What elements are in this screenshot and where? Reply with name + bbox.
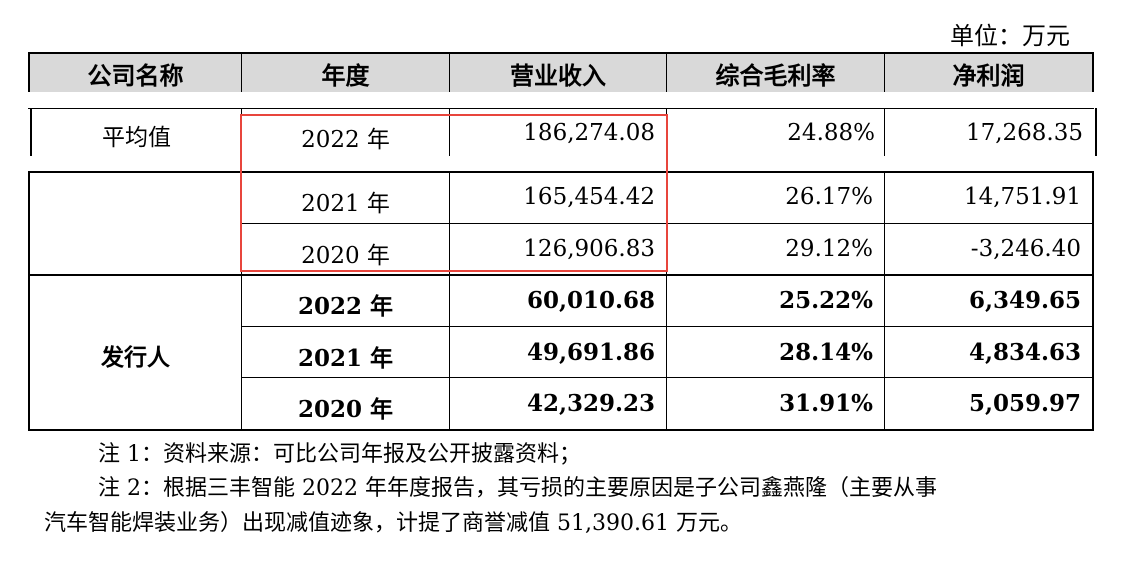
cell-divider bbox=[884, 171, 885, 431]
issuer-year: 2022 年 bbox=[297, 293, 394, 320]
issuer-revenue: 60,010.68 bbox=[526, 287, 655, 314]
unit-label: 单位：万元 bbox=[950, 22, 1070, 50]
row-border bbox=[28, 274, 1094, 276]
row-border bbox=[28, 171, 1094, 173]
average-profit: 17,268.35 bbox=[965, 120, 1083, 146]
table-right-border bbox=[1092, 171, 1094, 431]
table-left-border bbox=[28, 171, 30, 431]
issuer-margin: 31.91% bbox=[779, 390, 873, 417]
row-border bbox=[241, 377, 1092, 378]
issuer-label: 发行人 bbox=[101, 345, 170, 371]
issuer-year: 2021 年 bbox=[297, 345, 394, 372]
average-revenue: 126,906.83 bbox=[523, 236, 655, 262]
row-right-border bbox=[1095, 108, 1097, 156]
average-year: 2022 年 bbox=[301, 127, 390, 153]
note-2-line-2: 汽车智能焊装业务）出现减值迹象，计提了商誉减值 51,390.61 万元。 bbox=[44, 511, 742, 536]
average-revenue: 186,274.08 bbox=[523, 120, 655, 146]
issuer-revenue: 49,691.86 bbox=[526, 339, 655, 366]
header-revenue: 营业收入 bbox=[510, 62, 606, 90]
row-border bbox=[241, 326, 1092, 327]
header-profit: 净利润 bbox=[952, 62, 1025, 90]
cell-divider bbox=[449, 171, 450, 431]
cell-divider bbox=[884, 108, 885, 156]
row-border bbox=[28, 108, 1094, 109]
average-year: 2021 年 bbox=[301, 191, 390, 217]
issuer-margin: 25.22% bbox=[779, 287, 873, 314]
header-year: 年度 bbox=[321, 62, 370, 90]
issuer-profit: 6,349.65 bbox=[968, 287, 1081, 314]
issuer-margin: 28.14% bbox=[779, 339, 873, 366]
highlight-box bbox=[240, 114, 668, 272]
issuer-year: 2020 年 bbox=[297, 396, 394, 423]
average-profit: -3,246.40 bbox=[970, 236, 1081, 262]
header-divider bbox=[884, 52, 885, 92]
table-header-background bbox=[28, 52, 1094, 92]
average-year: 2020 年 bbox=[301, 243, 390, 269]
average-profit: 14,751.91 bbox=[963, 184, 1081, 210]
header-right-border bbox=[1092, 52, 1094, 92]
average-revenue: 165,454.42 bbox=[523, 184, 655, 210]
issuer-revenue: 42,329.23 bbox=[526, 390, 655, 417]
header-company: 公司名称 bbox=[87, 62, 184, 90]
header-divider bbox=[241, 52, 242, 92]
average-margin: 26.17% bbox=[785, 184, 873, 210]
cell-divider bbox=[449, 108, 450, 156]
cell-divider bbox=[666, 171, 667, 431]
header-left-border bbox=[28, 52, 30, 92]
cell-divider bbox=[241, 171, 242, 431]
average-margin: 29.12% bbox=[785, 236, 873, 262]
table-bottom-border bbox=[28, 429, 1094, 431]
header-margin: 综合毛利率 bbox=[715, 62, 836, 90]
header-divider bbox=[666, 52, 667, 92]
average-margin: 24.88% bbox=[787, 120, 875, 146]
note-1: 注 1：资料来源：可比公司年报及公开披露资料； bbox=[98, 442, 581, 467]
header-divider bbox=[449, 52, 450, 92]
issuer-profit: 5,059.97 bbox=[968, 390, 1081, 417]
issuer-profit: 4,834.63 bbox=[968, 339, 1081, 366]
note-2-line-1: 注 2：根据三丰智能 2022 年年度报告，其亏损的主要原因是子公司鑫燕隆（主要… bbox=[98, 476, 937, 501]
table-top-border bbox=[28, 52, 1094, 54]
row-left-border bbox=[30, 108, 32, 156]
average-label: 平均值 bbox=[102, 125, 171, 151]
